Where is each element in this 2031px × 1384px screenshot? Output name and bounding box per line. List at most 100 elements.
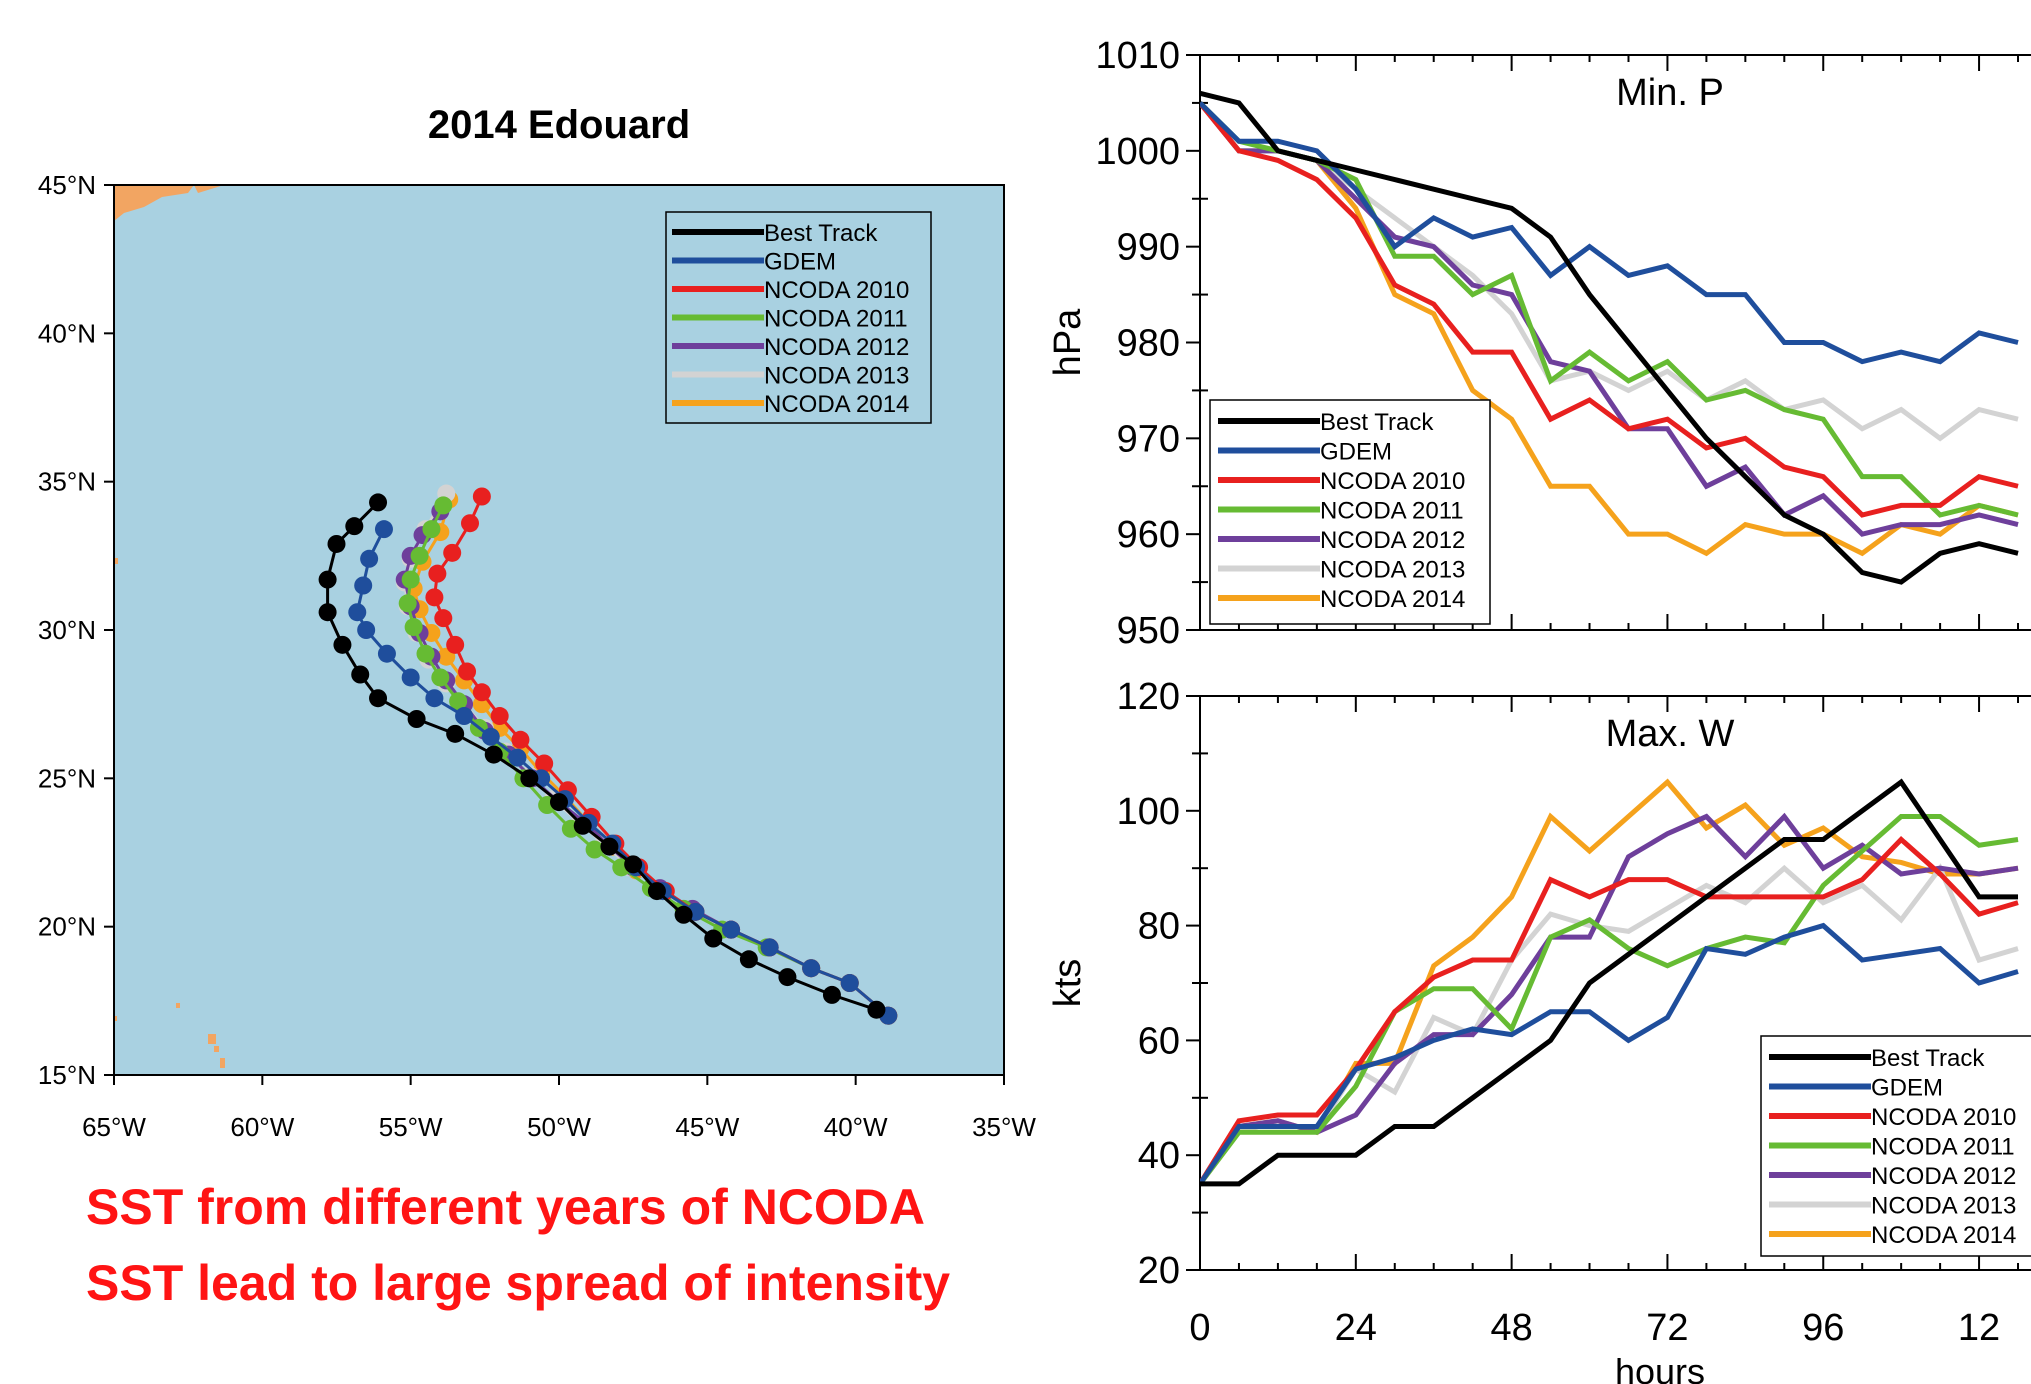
track-point [472, 683, 491, 702]
pressure-legend-label-ncoda-2011: NCODA 2011 [1320, 498, 1464, 525]
track-best-track [318, 493, 886, 1019]
map-y-tick-label: 30°N [38, 615, 96, 645]
wind-title: Max. W [1606, 713, 1735, 755]
track-point [357, 621, 376, 639]
track-point [481, 727, 500, 746]
wind-x-tick-label: 12 [1958, 1307, 2000, 1349]
pressure-y-tick-label: 1010 [1095, 35, 1180, 77]
wind-line-best-track [1200, 778, 2019, 1187]
wind-y-tick-label: 120 [1117, 676, 1180, 718]
track-point [354, 576, 373, 595]
map-title: 2014 Edouard [428, 103, 690, 147]
pressure-y-tick-label: 970 [1117, 418, 1180, 460]
track-point [401, 570, 420, 589]
wind-x-tick-label: 24 [1335, 1307, 1377, 1349]
wind-y-label: kts [1047, 959, 1089, 1008]
track-point [369, 689, 388, 708]
caption-line-1: SST from different years of NCODA [86, 1179, 926, 1235]
track-point [585, 840, 604, 859]
track-point [434, 496, 453, 515]
wind-line-gdem [1200, 922, 2019, 1186]
track-point [455, 707, 474, 726]
pressure-legend-label-ncoda-2012: NCODA 2012 [1320, 527, 1465, 554]
track-point [318, 603, 337, 622]
pressure-legend-label-best-track: Best Track [1320, 409, 1434, 436]
map-legend-label-ncoda-2012: NCODA 2012 [764, 334, 909, 361]
track-point [778, 968, 797, 987]
map-land [114, 185, 225, 1068]
track-point [407, 710, 426, 728]
wind-y-tick-label: 100 [1117, 791, 1180, 833]
pressure-y-tick-label: 1000 [1095, 131, 1180, 173]
track-point [428, 564, 447, 583]
track-point [624, 855, 643, 874]
wind-legend-label-ncoda-2010: NCODA 2010 [1871, 1104, 2016, 1131]
wind-line-ncoda-2010 [1200, 836, 2019, 1186]
land-canada-east [194, 185, 224, 193]
track-point [401, 668, 420, 687]
map-legend-label-gdem: GDEM [764, 249, 836, 276]
track-point [377, 644, 396, 663]
track-point [647, 882, 666, 901]
track-point [449, 692, 468, 711]
pressure-legend-label-ncoda-2014: NCODA 2014 [1320, 586, 1465, 613]
track-point [458, 662, 477, 681]
map-y-tick-label: 25°N [38, 763, 96, 793]
track-point [327, 534, 346, 553]
land-bermuda [114, 558, 118, 564]
map-legend-label-ncoda-2014: NCODA 2014 [764, 391, 909, 418]
map-tracks [318, 484, 898, 1025]
track-point [600, 837, 619, 856]
wind-y-tick-label: 60 [1138, 1020, 1180, 1062]
map-x-tick-label: 45°W [675, 1112, 739, 1142]
track-point [550, 793, 568, 812]
map-y-tick-label: 40°N [38, 318, 96, 348]
land-island [220, 1058, 225, 1068]
land-canada [114, 185, 194, 221]
map-x-tick-label: 50°W [527, 1112, 591, 1142]
map-x-tick-label: 35°W [972, 1112, 1036, 1142]
wind-series [1200, 778, 2019, 1187]
track-point [434, 609, 453, 628]
pressure-line-gdem [1200, 101, 2019, 365]
track-point [822, 985, 841, 1004]
pressure-legend-label-ncoda-2010: NCODA 2010 [1320, 468, 1465, 495]
map-x-tick-label: 40°W [824, 1112, 888, 1142]
pressure-y-tick-label: 990 [1117, 227, 1180, 269]
track-point [348, 603, 367, 622]
track-point [446, 635, 465, 654]
track-point [333, 635, 352, 654]
track-point [520, 769, 539, 788]
pressure-y-tick-label: 950 [1117, 610, 1180, 652]
pressure-y-tick-label: 980 [1117, 323, 1180, 365]
track-point [484, 745, 503, 764]
wind-x-tick-label: 48 [1490, 1307, 1532, 1349]
map-y-tick-label: 15°N [38, 1060, 96, 1090]
track-point [360, 549, 379, 568]
track-point [472, 487, 491, 506]
wind-legend-label-best-track: Best Track [1871, 1045, 1985, 1072]
map-legend-label-best-track: Best Track [764, 220, 878, 247]
wind-legend-label-ncoda-2011: NCODA 2011 [1871, 1134, 2015, 1161]
map-y-tick-label: 45°N [38, 170, 96, 200]
wind-x-label: hours [1615, 1351, 1705, 1384]
track-point [398, 594, 417, 613]
track-point [722, 920, 741, 939]
track-point [425, 588, 444, 607]
track-point [511, 730, 530, 749]
wind-x-tick-label: 72 [1646, 1307, 1688, 1349]
pressure-y-tick-label: 960 [1117, 514, 1180, 556]
pressure-legend-label-ncoda-2013: NCODA 2013 [1320, 557, 1465, 584]
map-x-tick-label: 65°W [82, 1112, 146, 1142]
pressure-series [1200, 90, 2019, 585]
track-point [374, 520, 393, 539]
wind-x-tick-label: 96 [1802, 1307, 1844, 1349]
track-point [446, 724, 465, 743]
pressure-legend-label-gdem: GDEM [1320, 439, 1392, 466]
map-x-tick-label: 60°W [230, 1112, 294, 1142]
track-point [867, 1000, 886, 1019]
wind-legend-label-ncoda-2013: NCODA 2013 [1871, 1193, 2016, 1220]
